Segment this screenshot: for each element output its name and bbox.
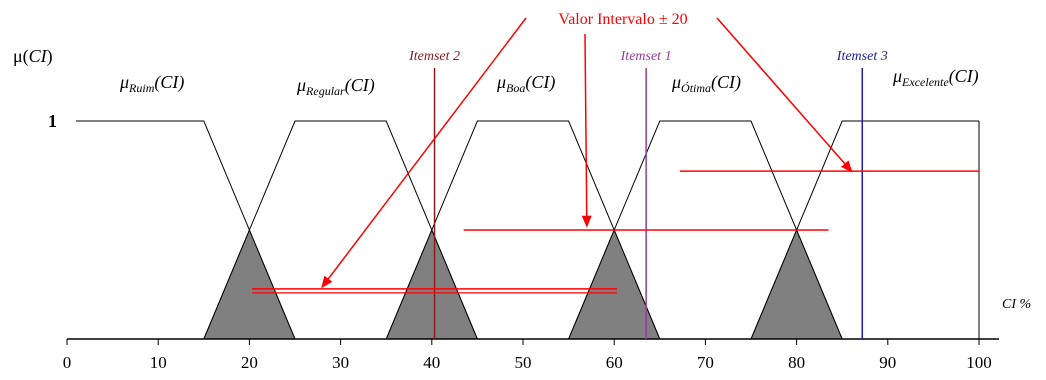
x-tick-label: 0 — [63, 353, 72, 372]
shaded-region-2 — [385, 228, 479, 340]
series-label-excelente: μExcelente(CI) — [892, 66, 979, 89]
series-label-tima: μÓtima(CI) — [671, 72, 741, 95]
itemset-label: Itemset 1 — [620, 49, 672, 64]
y-axis-title: μ(CI) — [13, 46, 53, 67]
x-tick-label: 100 — [966, 353, 992, 372]
x-tick-label: 30 — [332, 353, 349, 372]
series-label-boa: μBoa(CI) — [496, 72, 555, 95]
y-tick-label: 1 — [48, 111, 57, 131]
x-tick-label: 40 — [423, 353, 440, 372]
x-tick-label: 80 — [788, 353, 805, 372]
x-tick-label: 20 — [241, 353, 258, 372]
shaded-region-4 — [750, 228, 843, 340]
interval-lines — [252, 170, 979, 294]
annotation-arrow-2 — [581, 33, 592, 228]
shaded-region-1 — [203, 228, 296, 340]
x-tick-label: 70 — [697, 353, 714, 372]
annotation-arrow-3 — [716, 17, 853, 173]
x-tick-label: 60 — [606, 353, 623, 372]
curve-excelente — [750, 120, 979, 340]
annotation: Valor Intervalo ± 20 — [321, 11, 853, 289]
shaded-regions — [203, 228, 843, 340]
curve-ruim — [76, 120, 296, 340]
series-label-regular: μRegular(CI) — [296, 75, 375, 98]
series-label-ruim: μRuim(CI) — [119, 72, 184, 95]
annotation-arrow-1 — [321, 17, 527, 289]
x-tick-label: 50 — [515, 353, 532, 372]
annotation-text: Valor Intervalo ± 20 — [558, 11, 687, 28]
axes: 0 10 20 30 40 50 60 70 80 90 100 1 — [48, 111, 999, 372]
labels: μ(CI) CI % μRuim(CI) μRegular(CI) μBoa(CI) μÓ… — [13, 46, 1031, 312]
x-tick-label: 90 — [879, 353, 896, 372]
itemset-label: Itemset 2 — [408, 49, 460, 64]
x-axis-title: CI % — [1002, 297, 1031, 312]
itemset-label: Itemset 3 — [836, 49, 888, 64]
itemset-lines: Itemset 2 Itemset 1 Itemset 3 — [408, 49, 888, 339]
x-tick-label: 10 — [150, 353, 167, 372]
